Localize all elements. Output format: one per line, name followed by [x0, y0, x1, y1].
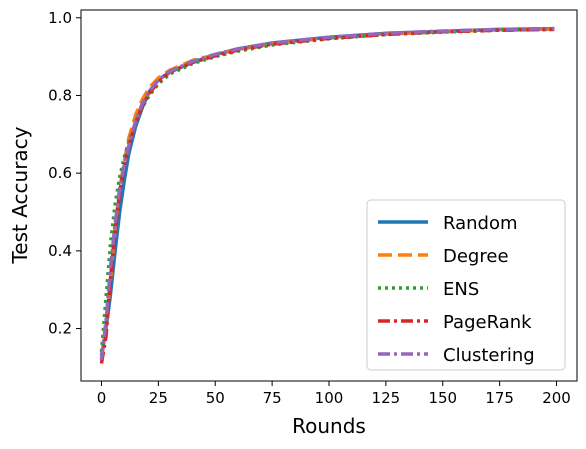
x-tick-label: 0 — [97, 389, 107, 407]
y-tick-label: 1.0 — [48, 9, 72, 27]
x-tick-label: 200 — [542, 389, 571, 407]
legend-label-ens: ENS — [443, 279, 479, 300]
legend-entries: Random Degree ENS PageRank Clustering — [378, 213, 535, 366]
legend-label-clustering: Clustering — [443, 345, 535, 366]
x-tick-label: 175 — [485, 389, 514, 407]
legend-label-random: Random — [443, 213, 518, 234]
x-tick-label: 50 — [206, 389, 225, 407]
x-tick-label: 125 — [372, 389, 401, 407]
legend: Random Degree ENS PageRank Clustering — [366, 199, 566, 371]
y-tick-label: 0.8 — [48, 86, 72, 104]
x-tick-label: 75 — [263, 389, 282, 407]
legend-box — [366, 199, 566, 371]
y-tick-label: 0.2 — [48, 320, 72, 338]
y-axis-ticks: 0.2 0.4 0.6 0.8 1.0 — [48, 9, 81, 338]
y-tick-label: 0.4 — [48, 242, 72, 260]
y-axis-label: Test Accuracy — [8, 126, 32, 264]
legend-label-pagerank: PageRank — [443, 312, 532, 333]
x-tick-label: 150 — [428, 389, 457, 407]
series-line-clustering — [99, 26, 555, 360]
x-tick-label: 100 — [315, 389, 344, 407]
legend-label-degree: Degree — [443, 246, 509, 267]
series-layer — [99, 26, 555, 364]
x-axis-label: Rounds — [292, 414, 366, 438]
x-tick-label: 25 — [149, 389, 168, 407]
y-tick-label: 0.6 — [48, 164, 72, 182]
x-axis-ticks: 0 25 50 75 100 125 150 175 200 — [97, 381, 571, 407]
